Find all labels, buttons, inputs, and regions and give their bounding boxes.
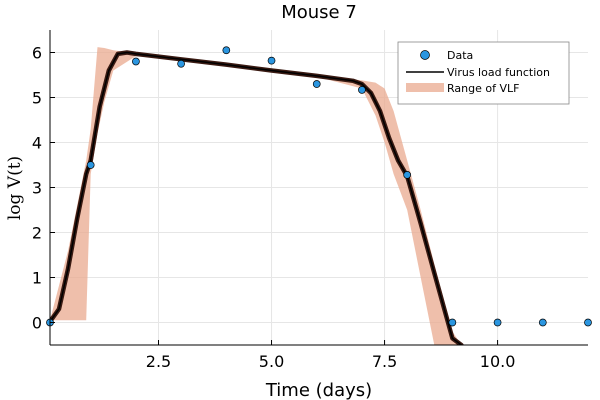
legend-data-marker (420, 50, 430, 60)
y-tick-label: 4 (32, 134, 42, 153)
x-axis-ticks: 2.5 5.0 7.5 10.0 (146, 340, 516, 371)
legend-label-data: Data (447, 49, 473, 62)
data-point (358, 85, 366, 94)
y-tick-label: 0 (32, 314, 42, 333)
y-axis-ticks: 0 1 2 3 4 5 6 (32, 44, 55, 333)
data-point (493, 318, 502, 327)
y-tick-label: 6 (32, 44, 42, 63)
legend-label-vlf: Virus load function (447, 66, 550, 79)
data-point (538, 318, 547, 327)
chart-title: Mouse 7 (281, 2, 357, 23)
x-tick-label: 5.0 (259, 352, 284, 371)
data-point (403, 171, 412, 179)
y-tick-label: 3 (32, 179, 42, 198)
data-point (86, 161, 95, 169)
data-point (177, 59, 185, 68)
data-points (46, 46, 592, 327)
data-point (132, 57, 140, 66)
legend: Data Virus load function Range of VLF (397, 41, 570, 105)
x-tick-label: 7.5 (372, 352, 397, 371)
y-tick-label: 2 (32, 224, 42, 243)
legend-range-swatch (406, 83, 444, 92)
y-axis-label: log V(t) (5, 156, 25, 220)
x-axis-label: Time (days) (265, 380, 372, 400)
data-point (584, 318, 592, 327)
data-point (267, 56, 276, 65)
legend-label-range: Range of VLF (447, 82, 519, 95)
data-point (312, 80, 321, 88)
data-point (222, 46, 231, 55)
y-tick-label: 1 (32, 269, 42, 288)
x-tick-label: 10.0 (480, 352, 516, 371)
x-tick-label: 2.5 (146, 352, 171, 371)
data-point (448, 318, 457, 327)
y-tick-label: 5 (32, 89, 42, 108)
